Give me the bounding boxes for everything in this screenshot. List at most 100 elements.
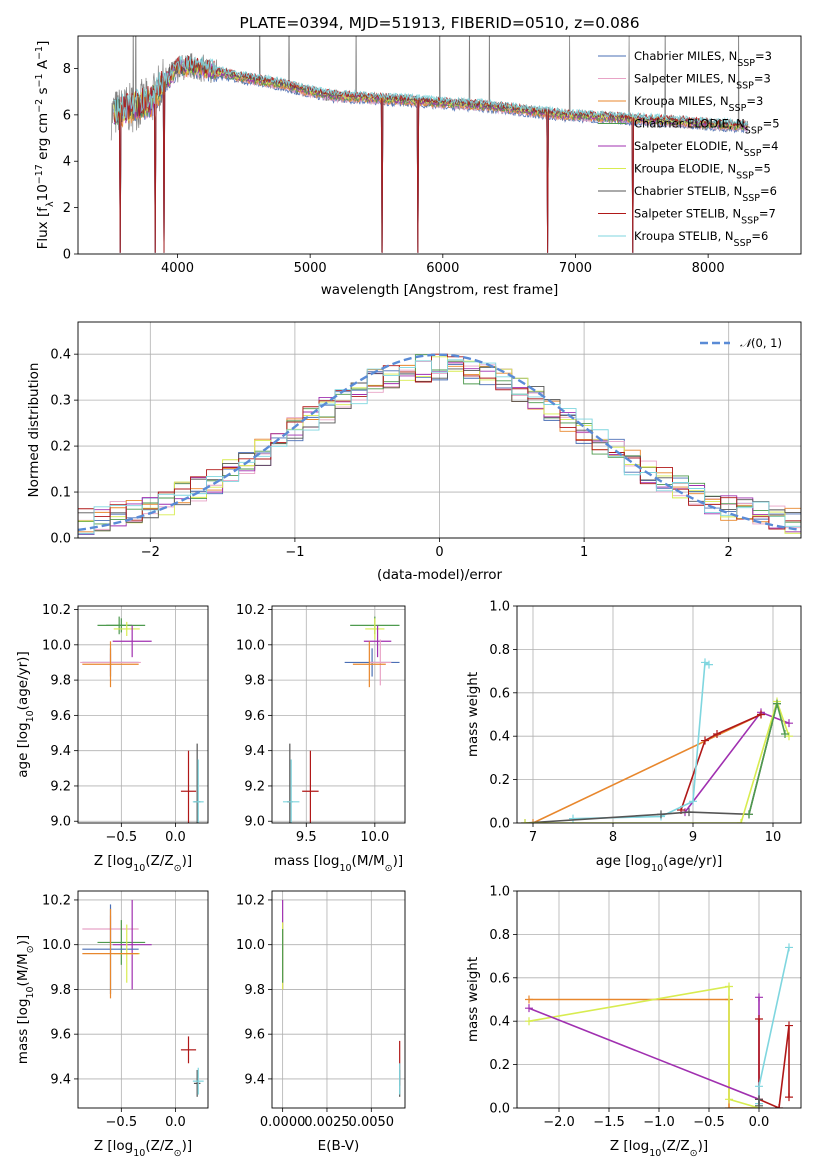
spectrum-ylabel: Flux [fλ10−17 erg cm−2 s−1 A−1] xyxy=(34,41,56,250)
mass-vs-EBV-frame xyxy=(271,890,406,1109)
x-tick-label: 0.0000 xyxy=(260,1115,306,1130)
y-tick-label: 0.2 xyxy=(489,1058,510,1073)
y-tick-label: 9.6 xyxy=(244,1028,265,1043)
weight-marker xyxy=(657,810,665,819)
spectrum-frame xyxy=(77,35,802,255)
x-tick-label: 7000 xyxy=(559,261,592,276)
residuals-plot-area xyxy=(78,353,801,538)
age-vs-Z-xlabel: Z [log10(Z/Z⊙)] xyxy=(94,853,192,874)
x-tick-label: 8 xyxy=(609,830,617,845)
y-tick-label: 9.6 xyxy=(50,1028,71,1043)
y-tick-label: 0 xyxy=(63,248,71,263)
legend-entry: Chabrier MILES, NSSP=3 xyxy=(634,49,772,69)
y-tick-label: 0.2 xyxy=(489,773,510,788)
x-tick-label: −0.5 xyxy=(693,1115,725,1130)
legend-entry: Chabrier ELODIE, NSSP=5 xyxy=(634,117,780,137)
weight-marker xyxy=(755,993,763,1002)
weight-marker xyxy=(701,736,709,745)
model-spectrum-line xyxy=(113,59,748,253)
residuals-frame xyxy=(77,321,802,539)
mass-vs-EBV-plot-area xyxy=(282,899,401,1097)
y-tick-label: 0.0 xyxy=(489,1102,510,1117)
x-tick-label: 0.0050 xyxy=(349,1115,395,1130)
weight-marker xyxy=(725,1104,733,1108)
y-tick-label: 9.8 xyxy=(244,674,265,689)
model-spectrum-line xyxy=(113,61,748,253)
y-tick-label: 10.2 xyxy=(236,893,265,908)
y-tick-label: 2 xyxy=(63,201,71,216)
spectrum-plot-area xyxy=(110,36,749,253)
age-vs-Z-ylabel: age [log10(age/yr)] xyxy=(15,651,36,777)
spectrum-legend: Chabrier MILES, NSSP=3 Salpeter MILES, NS… xyxy=(598,49,780,249)
y-tick-label: 9.4 xyxy=(50,744,71,759)
y-tick-label: 10.0 xyxy=(236,938,265,953)
y-tick-label: 9.8 xyxy=(50,674,71,689)
age-vs-mass-frame xyxy=(271,605,406,824)
x-tick-label: −2 xyxy=(141,545,160,560)
x-tick-label: 6000 xyxy=(426,261,459,276)
legend-entry: 𝒩(0, 1) xyxy=(740,336,782,350)
weight-marker xyxy=(745,810,753,819)
data-point xyxy=(113,621,140,636)
x-tick-label: 10.0 xyxy=(360,830,389,845)
weight-marker xyxy=(785,719,793,728)
y-tick-label: 9.2 xyxy=(50,779,71,794)
weight-marker xyxy=(785,1021,793,1030)
legend-entry: Salpeter STELIB, NSSP=7 xyxy=(634,207,776,227)
y-tick-label: 9.0 xyxy=(50,815,71,830)
y-tick-label: 1.0 xyxy=(489,600,510,615)
y-tick-label: 9.4 xyxy=(50,1072,71,1087)
weight-marker xyxy=(773,699,781,708)
weight-series-line xyxy=(572,661,710,820)
data-point xyxy=(82,908,139,999)
data-point xyxy=(369,639,392,686)
data-point xyxy=(82,641,139,688)
x-tick-label: 0 xyxy=(435,545,443,560)
weight-vs-age-frame xyxy=(516,605,802,824)
y-tick-label: 0.3 xyxy=(50,394,71,409)
mass-vs-Z-xlabel: Z [log10(Z/Z⊙)] xyxy=(94,1138,192,1159)
weight-series-line xyxy=(758,1019,790,1108)
histogram-series xyxy=(78,359,801,538)
weight-series-line xyxy=(525,698,790,823)
y-tick-label: 9.4 xyxy=(244,1072,265,1087)
age-vs-Z-plot-area xyxy=(80,616,204,823)
weight-marker xyxy=(781,730,789,739)
weight-marker xyxy=(689,797,697,806)
legend-entry: Kroupa ELODIE, NSSP=5 xyxy=(634,162,771,182)
mass-vs-Z-axes: −0.5 0.0 9.4 9.6 9.8 10.0 10.2 xyxy=(42,891,208,1130)
model-spectrum-line xyxy=(113,56,748,127)
weight-marker xyxy=(529,819,537,823)
y-tick-label: 4 xyxy=(63,155,71,170)
weight-marker xyxy=(685,808,693,817)
y-tick-label: 0.4 xyxy=(489,1015,510,1030)
model-spectrum-line xyxy=(113,58,748,253)
data-point xyxy=(112,625,152,658)
legend-entry: Salpeter ELODIE, NSSP=4 xyxy=(634,139,778,159)
y-tick-label: 0.6 xyxy=(489,971,510,986)
y-tick-label: 10.2 xyxy=(42,603,71,618)
histogram-series xyxy=(78,354,801,538)
histogram-series xyxy=(78,361,801,538)
residuals-ylabel: Normed distribution xyxy=(26,363,42,498)
weight-vs-age-ylabel: mass weight xyxy=(465,672,481,757)
y-tick-label: 0.8 xyxy=(489,643,510,658)
weight-marker xyxy=(757,710,765,719)
x-tick-label: 0.0 xyxy=(749,1115,770,1130)
age-vs-mass-xlabel: mass [log10(M/M⊙)] xyxy=(274,853,403,874)
weight-marker xyxy=(701,658,709,667)
data-point xyxy=(363,625,392,658)
y-tick-label: 10.2 xyxy=(42,893,71,908)
y-tick-label: 6 xyxy=(63,108,71,123)
y-tick-label: 0.0 xyxy=(489,817,510,832)
residuals-axes: −2 −1 0 1 2 0.0 0.1 0.2 0.3 0.4 xyxy=(50,322,801,560)
x-tick-label: 9.5 xyxy=(296,830,317,845)
histogram-series xyxy=(78,356,801,538)
data-point xyxy=(112,899,152,990)
weight-marker xyxy=(737,819,745,823)
weight-marker xyxy=(705,660,713,669)
y-tick-label: 9.6 xyxy=(50,709,71,724)
data-point xyxy=(193,1069,201,1097)
data-point xyxy=(365,618,385,640)
y-tick-label: 9.8 xyxy=(50,983,71,998)
